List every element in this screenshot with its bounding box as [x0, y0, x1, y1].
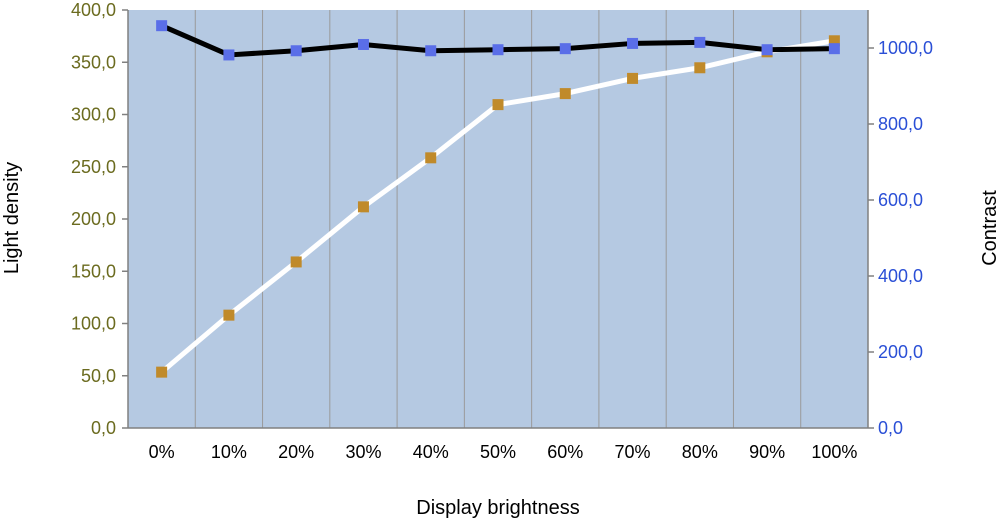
left-tick-label: 100,0 — [71, 314, 116, 334]
right-tick-label: 1000,0 — [878, 38, 933, 58]
data-point — [559, 88, 571, 100]
tick-labels: 0,0 50,0 100,0 150,0 200,0 250,0 300,0 350,0 400… — [71, 0, 933, 462]
data-point — [357, 201, 369, 213]
left-tick-label: 300,0 — [71, 105, 116, 125]
x-tick-label: 30% — [345, 442, 381, 462]
x-tick-label: 60% — [547, 442, 583, 462]
data-point — [156, 20, 168, 32]
data-point — [223, 309, 235, 321]
data-point — [425, 45, 437, 57]
grid-lines — [194, 10, 802, 428]
series-markers — [156, 20, 840, 378]
data-point — [828, 43, 840, 55]
x-tick-label: 20% — [278, 442, 314, 462]
data-point — [425, 152, 437, 164]
data-point — [627, 37, 639, 49]
right-axis-title: Contrast — [979, 190, 1000, 266]
x-tick-label: 40% — [413, 442, 449, 462]
data-point — [156, 366, 168, 378]
x-tick-label: 80% — [682, 442, 718, 462]
right-tick-label: 800,0 — [878, 114, 923, 134]
x-tick-label: 0% — [149, 442, 175, 462]
left-tick-label: 250,0 — [71, 157, 116, 177]
left-tick-label: 400,0 — [71, 0, 116, 20]
x-axis-title: Display brightness — [416, 497, 579, 519]
x-tick-label: 10% — [211, 442, 247, 462]
data-point — [223, 49, 235, 61]
right-tick-label: 600,0 — [878, 190, 923, 210]
left-tick-label: 150,0 — [71, 261, 116, 281]
data-point — [627, 72, 639, 84]
left-tick-label: 50,0 — [81, 366, 116, 386]
x-tick-label: 90% — [749, 442, 785, 462]
axes — [122, 9, 874, 429]
left-tick-label: 200,0 — [71, 209, 116, 229]
x-tick-label: 70% — [615, 442, 651, 462]
data-point — [559, 43, 571, 55]
left-tick-label: 0,0 — [91, 418, 116, 438]
data-point — [492, 99, 504, 111]
x-tick-label: 100% — [811, 442, 857, 462]
data-point — [492, 44, 504, 56]
right-tick-label: 400,0 — [878, 266, 923, 286]
data-point — [290, 45, 302, 57]
data-point — [828, 35, 840, 47]
x-tick-label: 50% — [480, 442, 516, 462]
right-tick-label: 200,0 — [878, 342, 923, 362]
right-tick-label: 0,0 — [878, 418, 903, 438]
left-axis-title: Light density — [1, 162, 23, 274]
data-point — [290, 256, 302, 268]
data-point — [357, 38, 369, 50]
data-point — [761, 44, 773, 56]
plot-area — [128, 10, 868, 428]
data-point — [694, 36, 706, 48]
left-tick-label: 350,0 — [71, 52, 116, 72]
data-point — [694, 62, 706, 74]
